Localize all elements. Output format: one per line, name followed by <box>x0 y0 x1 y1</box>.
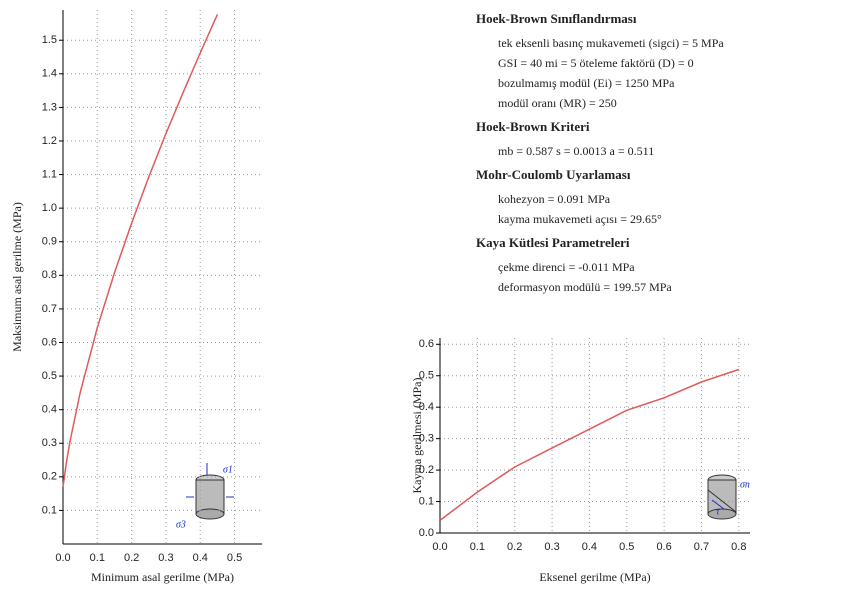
x-tick-label: 0.5 <box>227 552 242 564</box>
info-line: deformasyon modülü = 199.57 MPa <box>498 280 672 294</box>
y-tick-label: 1.2 <box>42 135 57 147</box>
y-tick-label: 1.5 <box>42 34 57 46</box>
y-axis-label: Maksimum asal gerilme (MPa) <box>10 202 24 352</box>
y-tick-label: 0.6 <box>419 338 434 350</box>
info-line: kohezyon = 0.091 MPa <box>498 192 611 206</box>
y-tick-label: 0.2 <box>42 471 57 483</box>
x-tick-label: 0.5 <box>619 541 634 553</box>
y-tick-label: 0.6 <box>42 336 57 348</box>
y-tick-label: 0.4 <box>42 404 57 416</box>
hb-icon: σ1 σ3 <box>176 463 234 530</box>
section-title: Hoek-Brown Sınıflandırması <box>476 11 637 26</box>
x-tick-label: 0.2 <box>124 552 139 564</box>
y-tick-label: 0.0 <box>419 527 434 539</box>
info-line: çekme direnci = -0.011 MPa <box>498 260 635 274</box>
y-tick-label: 1.4 <box>42 68 57 80</box>
section-title: Kaya Kütlesi Parametreleri <box>476 235 630 250</box>
x-tick-label: 0.4 <box>582 541 597 553</box>
y-tick-label: 0.5 <box>42 370 57 382</box>
y-tick-label: 0.7 <box>42 303 57 315</box>
x-tick-label: 0.6 <box>656 541 671 553</box>
x-tick-label: 0.4 <box>193 552 208 564</box>
x-tick-label: 0.2 <box>507 541 522 553</box>
curve <box>63 14 217 487</box>
y-tick-label: 0.8 <box>42 269 57 281</box>
x-axis-label: Eksenel gerilme (MPa) <box>539 570 650 584</box>
x-tick-label: 0.8 <box>731 541 746 553</box>
x-tick-label: 0.0 <box>55 552 70 564</box>
x-axis-label: Minimum asal gerilme (MPa) <box>91 570 234 584</box>
y-tick-label: 0.1 <box>419 495 434 507</box>
info-line: mb = 0.587 s = 0.0013 a = 0.511 <box>498 144 654 158</box>
y-tick-label: 1.0 <box>42 202 57 214</box>
info-line: tek eksenli basınç mukavemeti (sigci) = … <box>498 36 724 50</box>
curve <box>440 370 739 521</box>
x-tick-label: 0.3 <box>158 552 173 564</box>
y-tick-label: 1.3 <box>42 101 57 113</box>
info-line: GSI = 40 mi = 5 öteleme faktörü (D) = 0 <box>498 56 694 70</box>
info-line: bozulmamış modül (Ei) = 1250 MPa <box>498 76 675 90</box>
section-title: Hoek-Brown Kriteri <box>476 119 590 134</box>
y-tick-label: 1.1 <box>42 168 57 180</box>
x-tick-label: 0.1 <box>470 541 485 553</box>
y-tick-label: 0.1 <box>42 504 57 516</box>
info-line: modül oranı (MR) = 250 <box>498 96 617 110</box>
x-tick-label: 0.0 <box>432 541 447 553</box>
y-tick-label: 0.3 <box>42 437 57 449</box>
section-title: Mohr-Coulomb Uyarlaması <box>476 167 631 182</box>
icon-label: σn <box>740 479 750 490</box>
screen: σ1 σ3 σn τ 0.0 0.1 0.2 0.3 0.4 0.5 0.1 0.2 0.3 0.… <box>0 0 854 603</box>
y-axis-label: Kayma gerilmesi (MPa) <box>410 378 424 494</box>
icon-label: τ <box>716 506 720 517</box>
y-tick-label: 0.9 <box>42 236 57 248</box>
x-tick-label: 0.1 <box>90 552 105 564</box>
x-tick-label: 0.3 <box>544 541 559 553</box>
info-line: kayma mukavemeti açısı = 29.65° <box>498 212 662 226</box>
icon-label: σ1 <box>223 464 233 475</box>
x-tick-label: 0.7 <box>694 541 709 553</box>
mc-icon: σn τ <box>708 475 750 519</box>
icon-label: σ3 <box>176 519 186 530</box>
